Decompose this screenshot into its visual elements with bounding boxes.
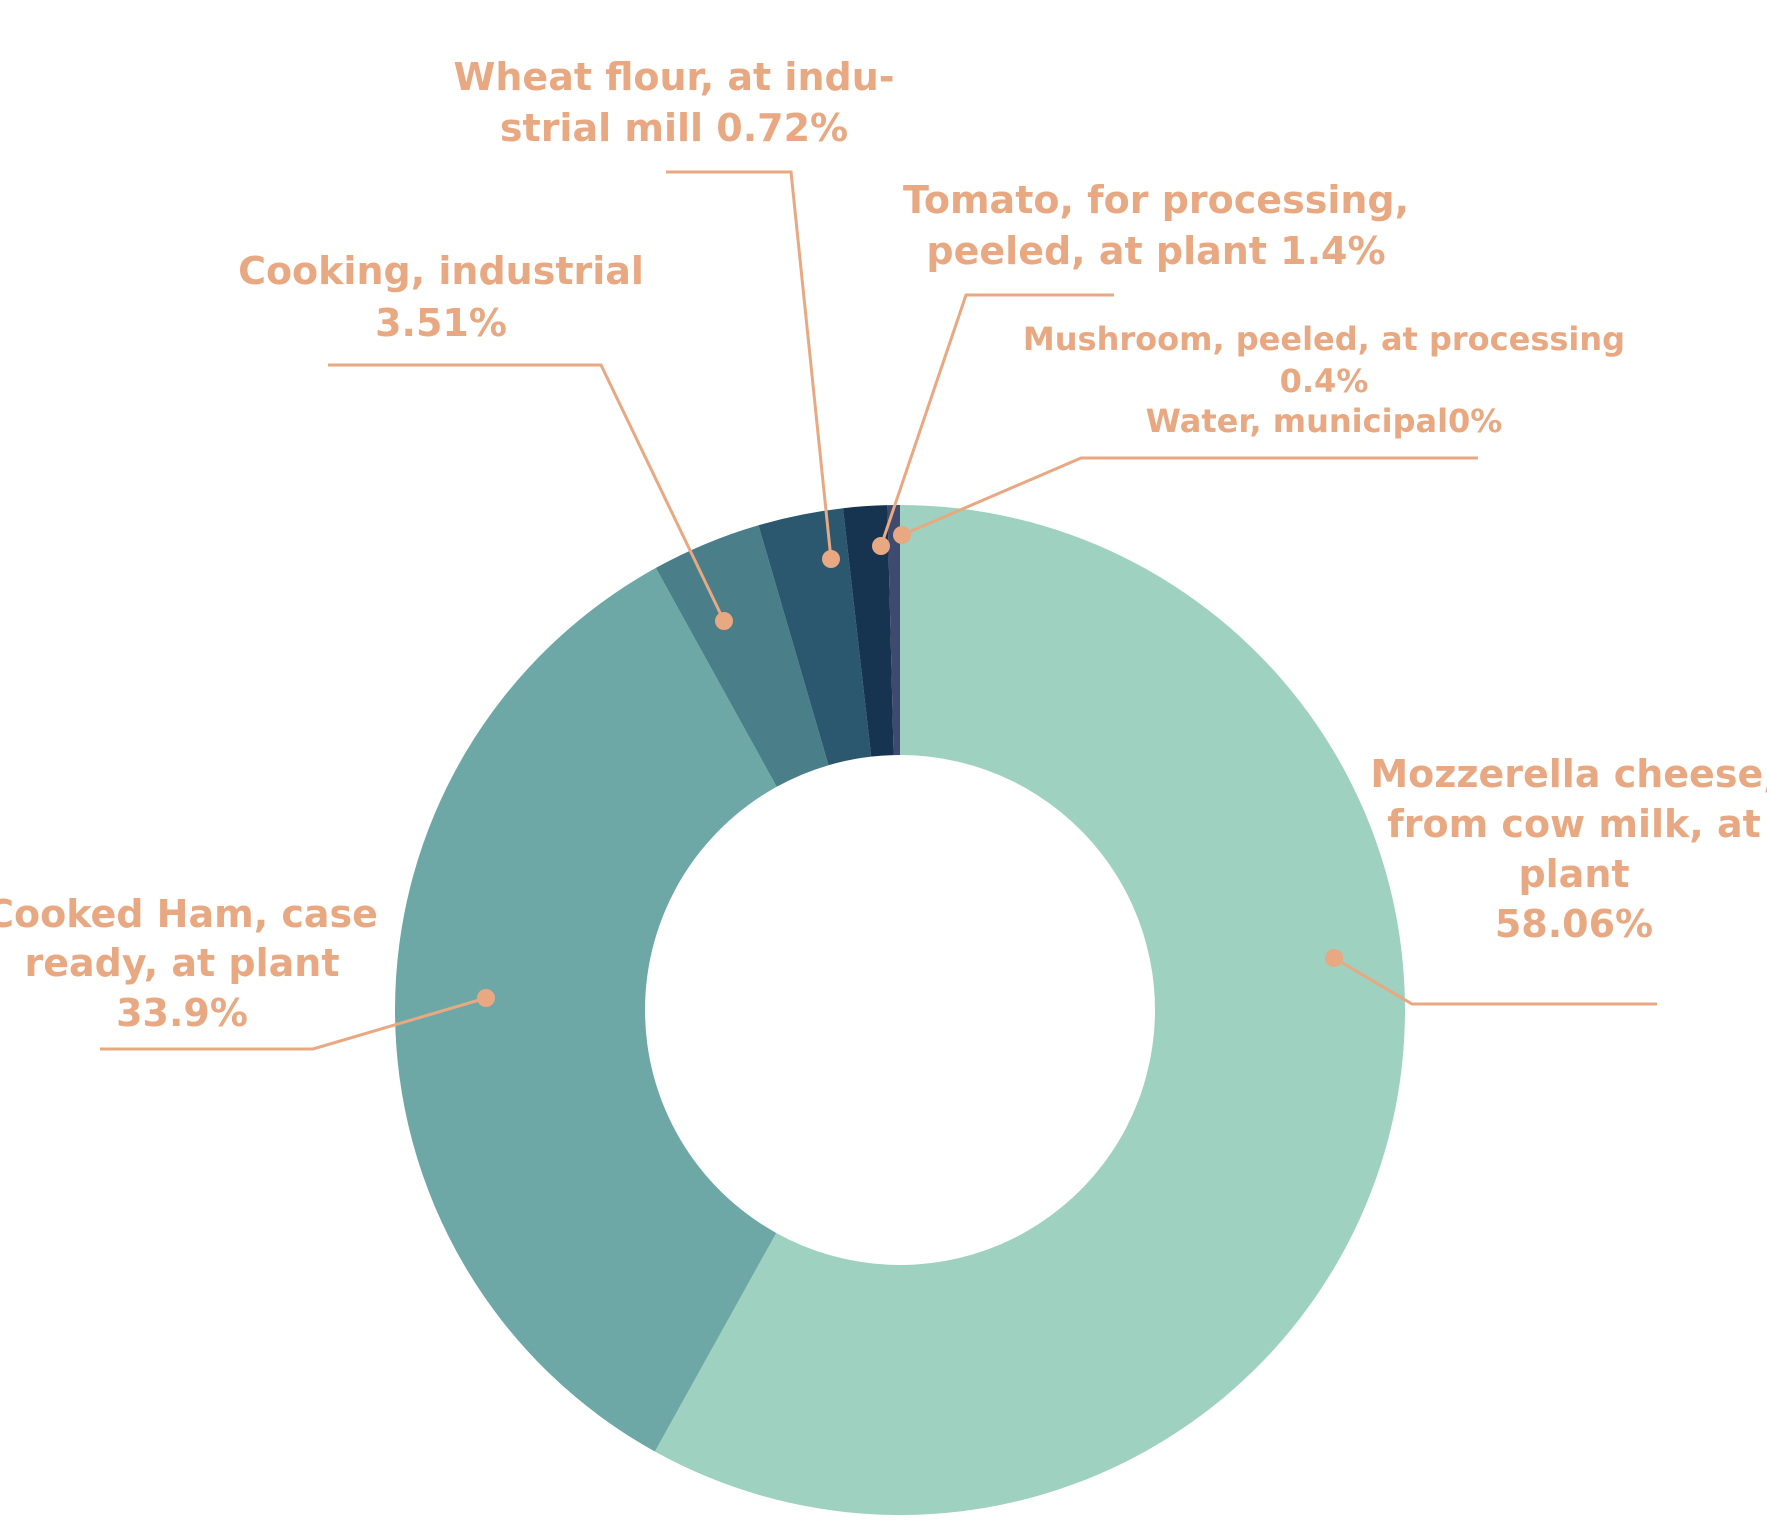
slice-label-6-line-0: Water, municipal0%: [1146, 402, 1503, 440]
leader-line-5: [901, 456, 1478, 537]
slice-0: [654, 505, 1405, 1515]
slice-5: [887, 505, 900, 756]
slice-3: [758, 508, 872, 766]
slices-group: [394, 505, 1405, 1515]
slice-label-0-line-1: from cow milk, at: [1387, 802, 1761, 846]
leader-dot-1: [477, 989, 495, 1007]
slice-label-0-line-0: Mozzerella cheese,: [1370, 752, 1767, 796]
slice-label-1-line-2: 33.9%: [116, 991, 248, 1035]
slice-label-4-line-1: peeled, at plant 1.4%: [926, 229, 1385, 273]
leader-line-3: [666, 170, 833, 560]
slice-label-3-line-0: Wheat flour, at indu-: [453, 55, 894, 99]
slice-label-0-line-2: plant: [1518, 852, 1629, 896]
leader-dot-0: [1325, 949, 1343, 967]
slice-1: [394, 567, 777, 1452]
slice-label-4-line-0: Tomato, for processing,: [903, 178, 1409, 222]
leader-line-4: [879, 293, 1114, 547]
leader-dot-4: [872, 537, 890, 555]
leader-dot-5: [893, 526, 911, 544]
slice-label-2-line-0: Cooking, industrial: [238, 249, 644, 293]
leader-dot-3: [822, 550, 840, 568]
slice-label-5-line-1: 0.4%: [1280, 362, 1369, 400]
slice-label-5-line-0: Mushroom, peeled, at processing: [1023, 320, 1625, 358]
slice-label-3-line-1: strial mill 0.72%: [500, 106, 848, 150]
slice-label-0-line-3: 58.06%: [1495, 902, 1653, 946]
leaders-group: [100, 170, 1657, 1051]
slice-label-1-line-1: ready, at plant: [25, 941, 340, 985]
slice-label-1-line-0: Cooked Ham, case: [0, 892, 378, 936]
leader-dot-2: [715, 612, 733, 630]
leader-line-1: [100, 996, 487, 1051]
slice-4: [843, 505, 894, 757]
slice-2: [655, 525, 829, 787]
slice-label-2-line-1: 3.51%: [375, 301, 507, 345]
leader-line-0: [1333, 956, 1657, 1006]
leader-line-2: [328, 363, 726, 622]
labels-group: Mozzerella cheese, from cow milk, at plant…: [0, 55, 1767, 1035]
